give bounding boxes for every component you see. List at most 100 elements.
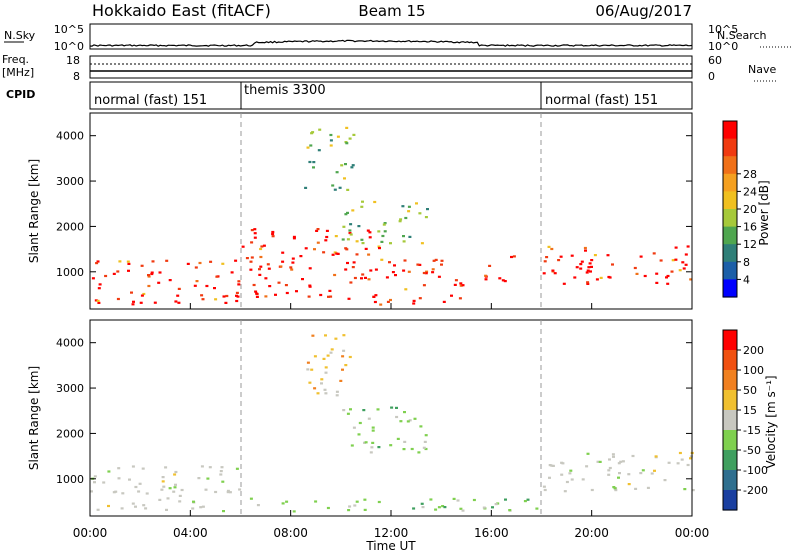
velocity-echo-cell <box>178 500 182 503</box>
velocity-echo-cell <box>206 477 210 480</box>
power-echo-cell <box>281 251 285 254</box>
time-tick-label: 00:00 <box>73 526 108 540</box>
velocity-echo-cell <box>313 355 317 358</box>
velocity-echo-cell <box>313 387 317 390</box>
power-echo-cell <box>308 267 312 270</box>
velocity-echo-cell <box>131 465 135 468</box>
power-echo-cell <box>104 274 108 278</box>
power-echo-cell <box>260 245 264 248</box>
velocity-echo-cell <box>452 497 456 500</box>
velocity-echo-cell <box>306 368 310 371</box>
power-echo-cell <box>453 283 457 286</box>
power-echo-cell <box>665 276 668 279</box>
power-echo-cell <box>348 229 352 232</box>
velocity-echo-cell <box>395 415 399 419</box>
power-echo-cell <box>346 261 349 265</box>
time-tick-label: 00:00 <box>675 526 710 540</box>
colorbar-tick-label: 28 <box>743 168 757 181</box>
velocity-echo-cell <box>371 429 375 432</box>
velocity-echo-cell <box>551 464 555 467</box>
velocity-echo-cell <box>441 505 445 508</box>
date-label: 06/Aug/2017 <box>595 2 692 20</box>
velocity-echo-cell <box>689 455 693 458</box>
power-echo-cell <box>132 300 135 303</box>
power-echo-cell <box>342 225 346 228</box>
power-echo-cell <box>381 234 385 238</box>
velocity-echo-cell <box>472 498 476 502</box>
power-ytick-label: 3000 <box>56 175 84 188</box>
power-echo-cell <box>364 247 368 250</box>
power-echo-cell <box>177 301 181 304</box>
power-echo-cell <box>213 287 216 290</box>
power-echo-cell <box>398 220 402 223</box>
power-echo-cell <box>418 297 422 300</box>
freq-label: Freq. <box>2 53 29 66</box>
power-echo-cell <box>586 282 590 285</box>
velocity-echo-cell <box>641 469 645 472</box>
noise-search-label: N.Search <box>717 29 767 42</box>
velocity-echo-cell <box>208 466 212 469</box>
power-echo-cell <box>355 240 359 243</box>
power-echo-cell <box>587 266 591 269</box>
velocity-echo-cell <box>413 417 417 420</box>
power-echo-cell <box>235 299 239 303</box>
power-echo-cell <box>284 284 288 287</box>
velocity-echo-cell <box>621 460 625 463</box>
colorbar-tick-label: -200 <box>743 484 768 497</box>
power-echo-cell <box>308 284 312 287</box>
power-echo-cell <box>643 274 647 278</box>
power-echo-cell <box>380 258 384 261</box>
power-echo-cell <box>440 259 444 262</box>
power-echo-cell <box>126 260 130 263</box>
power-echo-cell <box>224 301 228 304</box>
power-echo-cell <box>666 282 670 285</box>
power-echo-cell <box>377 245 381 248</box>
time-tick-label: 20:00 <box>574 526 609 540</box>
velocity-echo-cell <box>634 487 638 490</box>
power-echo-cell <box>454 279 458 282</box>
velocity-echo-cell <box>221 480 225 483</box>
colorbar-tick-label: 16 <box>743 221 757 234</box>
power-echo-cell <box>345 126 349 129</box>
power-echo-cell <box>215 275 219 278</box>
power-echo-cell <box>142 292 146 296</box>
power-echo-cell <box>235 291 239 294</box>
power-echo-cell <box>346 188 350 191</box>
velocity-echo-cell <box>128 478 131 481</box>
velocity-echo-cell <box>590 488 594 492</box>
power-echo-cell <box>579 263 583 266</box>
freq-unit-label: [MHz] <box>2 66 34 79</box>
velocity-echo-cell <box>324 334 327 337</box>
power-echo-cell <box>95 262 99 265</box>
colorbar-swatch <box>723 370 737 391</box>
velocity-echo-cell <box>168 487 172 490</box>
power-echo-cell <box>279 265 283 268</box>
power-echo-cell <box>98 283 102 286</box>
power-echo-cell <box>351 164 355 167</box>
power-echo-cell <box>412 302 416 305</box>
power-echo-cell <box>388 261 391 264</box>
velocity-echo-cell <box>222 510 225 513</box>
power-echo-cell <box>140 294 144 297</box>
velocity-echo-cell <box>570 478 574 481</box>
velocity-echo-cell <box>134 485 138 489</box>
power-echo-cell <box>94 299 98 302</box>
velocity-echo-cell <box>627 483 631 486</box>
power-echo-cell <box>350 166 354 169</box>
power-echo-cell <box>317 149 321 152</box>
velocity-echo-cell <box>249 497 253 500</box>
velocity-echo-cell <box>607 473 611 476</box>
velocity-echo-cell <box>424 434 428 437</box>
power-echo-cell <box>329 133 333 137</box>
velocity-echo-cell <box>314 500 318 503</box>
colorbar-swatch <box>723 390 737 411</box>
power-echo-cell <box>353 276 357 280</box>
power-echo-cell <box>97 287 101 290</box>
power-echo-cell <box>575 266 579 269</box>
velocity-echo-cell <box>421 506 425 509</box>
power-echo-cell <box>437 275 441 278</box>
power-echo-cell <box>399 218 403 221</box>
power-echo-cell <box>512 255 516 258</box>
power-echo-cell <box>304 247 308 250</box>
power-echo-cell <box>349 223 353 226</box>
